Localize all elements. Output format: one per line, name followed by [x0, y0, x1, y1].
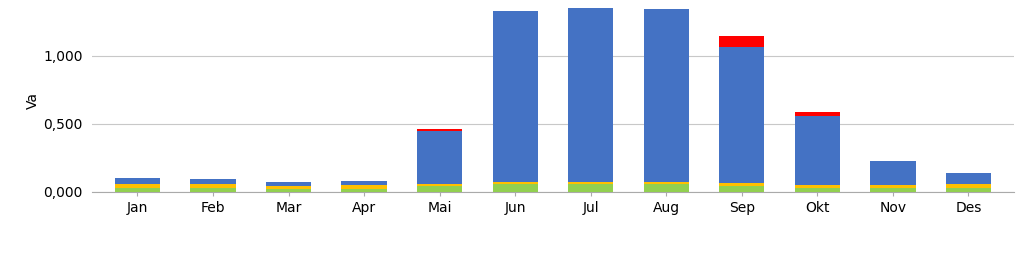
Bar	[341, 189, 387, 192]
Bar	[417, 131, 462, 184]
Bar	[190, 179, 236, 184]
Bar	[568, 8, 613, 182]
Bar	[568, 184, 613, 192]
Bar	[115, 184, 160, 188]
Bar	[644, 9, 689, 182]
Bar	[719, 183, 765, 186]
Bar	[493, 10, 538, 182]
Bar	[190, 184, 236, 189]
Bar	[417, 129, 462, 131]
Bar	[266, 182, 311, 186]
Bar	[190, 189, 236, 192]
Bar	[719, 47, 765, 183]
Bar	[795, 185, 840, 188]
Bar	[568, 182, 613, 184]
Bar	[946, 173, 991, 184]
Bar	[115, 188, 160, 192]
Bar	[795, 116, 840, 185]
Bar	[341, 181, 387, 185]
Bar	[417, 184, 462, 186]
Bar	[115, 178, 160, 184]
Y-axis label: Va: Va	[27, 92, 40, 109]
Bar	[719, 36, 765, 47]
Bar	[870, 161, 915, 185]
Bar	[946, 184, 991, 189]
Bar	[870, 185, 915, 189]
Bar	[795, 112, 840, 116]
Bar	[417, 186, 462, 192]
Bar	[493, 182, 538, 184]
Bar	[719, 186, 765, 192]
Bar	[266, 189, 311, 192]
Bar	[493, 184, 538, 192]
Bar	[946, 189, 991, 192]
Bar	[644, 184, 689, 192]
Bar	[341, 185, 387, 189]
Bar	[870, 189, 915, 192]
Bar	[266, 186, 311, 189]
Bar	[795, 188, 840, 192]
Bar	[644, 182, 689, 184]
